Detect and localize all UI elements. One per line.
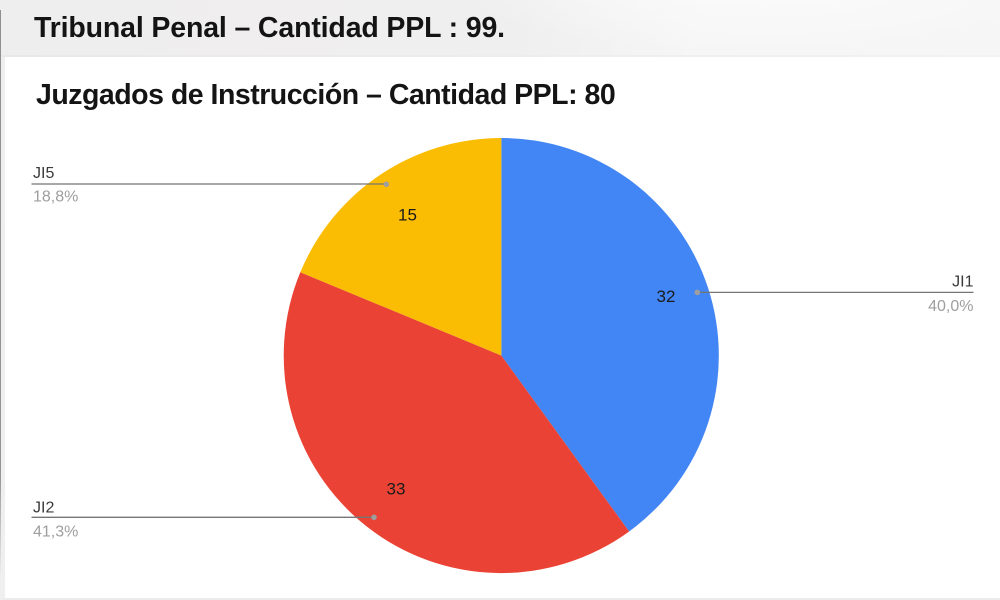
svg-text:JI2: JI2 — [33, 499, 54, 516]
svg-text:18,8%: 18,8% — [33, 189, 78, 206]
svg-text:15: 15 — [398, 206, 417, 225]
svg-text:40,0%: 40,0% — [928, 298, 973, 315]
svg-text:32: 32 — [657, 287, 676, 306]
svg-text:JI1: JI1 — [952, 273, 973, 290]
svg-text:JI5: JI5 — [33, 165, 54, 182]
svg-text:33: 33 — [387, 480, 406, 499]
svg-text:41,3%: 41,3% — [33, 524, 78, 541]
